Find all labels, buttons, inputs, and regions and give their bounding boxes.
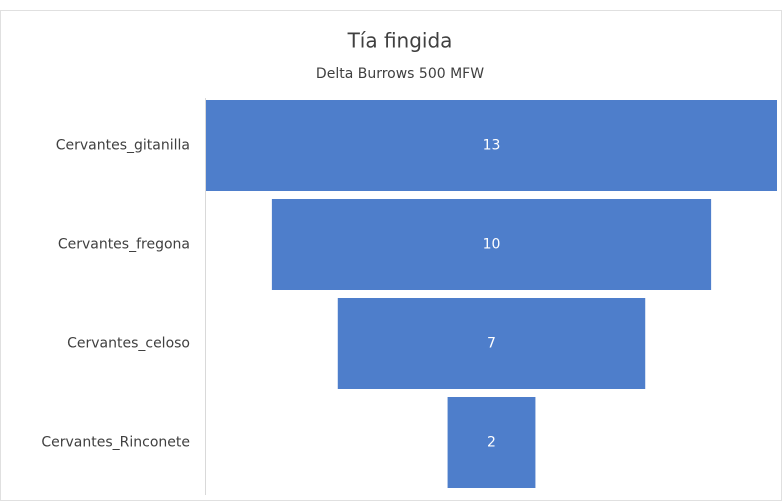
category-label: Cervantes_fregona [58,237,190,253]
data-label: 7 [487,336,496,352]
category-label: Cervantes_Rinconete [41,435,190,451]
data-label: 10 [483,237,501,253]
data-label: 13 [483,138,501,154]
chart-subtitle: Delta Burrows 500 MFW [316,66,484,82]
chart-title: Tía fingida [347,29,453,53]
data-label: 2 [487,435,496,451]
category-label: Cervantes_celoso [67,336,190,352]
category-label: Cervantes_gitanilla [56,138,190,154]
funnel-bar [271,199,712,290]
funnel-bar [206,100,777,191]
funnel-bar [337,298,646,389]
funnel-bar [447,397,536,488]
